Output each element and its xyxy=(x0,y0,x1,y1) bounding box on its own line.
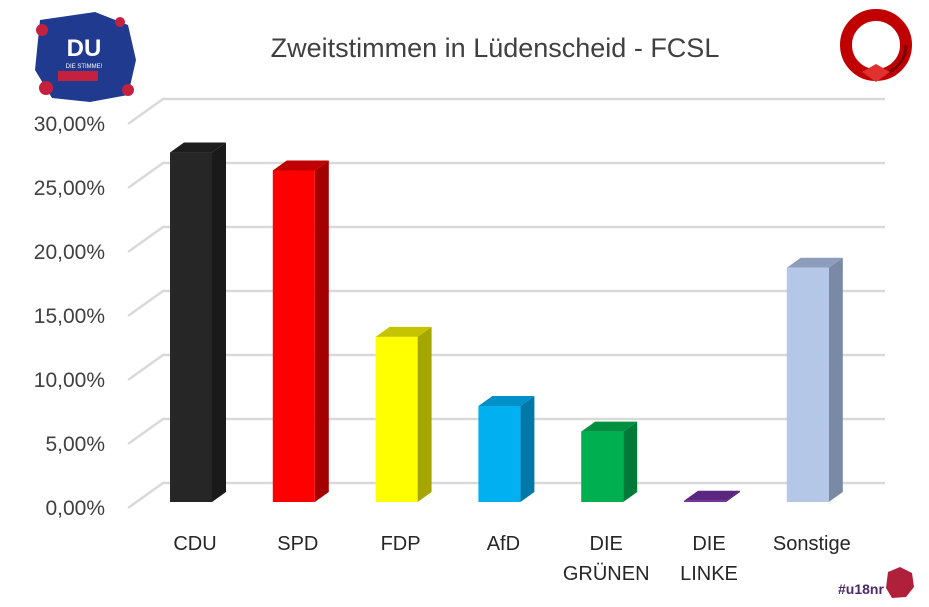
bar-side xyxy=(314,160,329,503)
x-tick-label: DIE xyxy=(692,533,725,555)
bar-side xyxy=(623,421,638,502)
y-tick-label: 25,00% xyxy=(34,177,105,200)
x-tick-label: DIE xyxy=(590,533,623,555)
gridline xyxy=(127,97,885,126)
gridline xyxy=(127,481,885,510)
gridline xyxy=(127,225,885,254)
svg-text:DU: DU xyxy=(67,35,102,62)
y-tick-label: 15,00% xyxy=(34,305,105,328)
left-logo: DU DIE STIMME! xyxy=(35,12,136,102)
right-logo xyxy=(840,9,912,82)
gridline xyxy=(127,417,885,446)
u18-logo: #u18nr xyxy=(838,567,914,598)
svg-text:DIE STIMME!: DIE STIMME! xyxy=(66,64,103,70)
y-tick-label: 10,00% xyxy=(34,369,105,392)
bar-side xyxy=(212,142,226,502)
x-tick-label: GRÜNEN xyxy=(563,563,650,585)
bar-cdu xyxy=(170,152,212,502)
gridline xyxy=(127,353,885,382)
bar-top xyxy=(684,490,740,501)
x-tick-label: CDU xyxy=(173,533,216,555)
x-tick-label: SPD xyxy=(277,533,318,555)
svg-text:#u18nr: #u18nr xyxy=(838,581,884,597)
bar-top xyxy=(375,326,432,337)
bar-top xyxy=(581,421,638,432)
x-tick-label: AfD xyxy=(487,533,520,555)
bar-spd xyxy=(272,170,315,503)
x-tick-label: LINKE xyxy=(680,563,738,585)
gridline xyxy=(127,289,885,318)
bar-top xyxy=(478,396,535,406)
bar-side xyxy=(520,396,535,502)
gridline xyxy=(127,161,885,190)
bar-top xyxy=(272,160,329,171)
x-tick-label: FDP xyxy=(381,533,421,555)
bar-fdp xyxy=(375,336,418,502)
y-tick-label: 0,00% xyxy=(45,497,105,520)
bar-sonstige xyxy=(786,267,829,502)
bar-afd xyxy=(478,406,521,502)
x-tick-label: Sonstige xyxy=(773,533,851,555)
chart-title: Zweitstimmen in Lüdenscheid - FCSL xyxy=(271,33,720,63)
bar-top xyxy=(170,142,226,153)
bar-side xyxy=(417,326,432,502)
bar-side xyxy=(828,257,843,502)
bar-die-linke xyxy=(684,500,726,502)
y-tick-label: 5,00% xyxy=(45,433,105,456)
bar-top xyxy=(786,257,843,268)
y-tick-label: 20,00% xyxy=(34,241,105,264)
bar-side xyxy=(726,490,740,502)
bar-die-grünen xyxy=(581,431,624,502)
y-tick-label: 30,00% xyxy=(34,113,105,136)
